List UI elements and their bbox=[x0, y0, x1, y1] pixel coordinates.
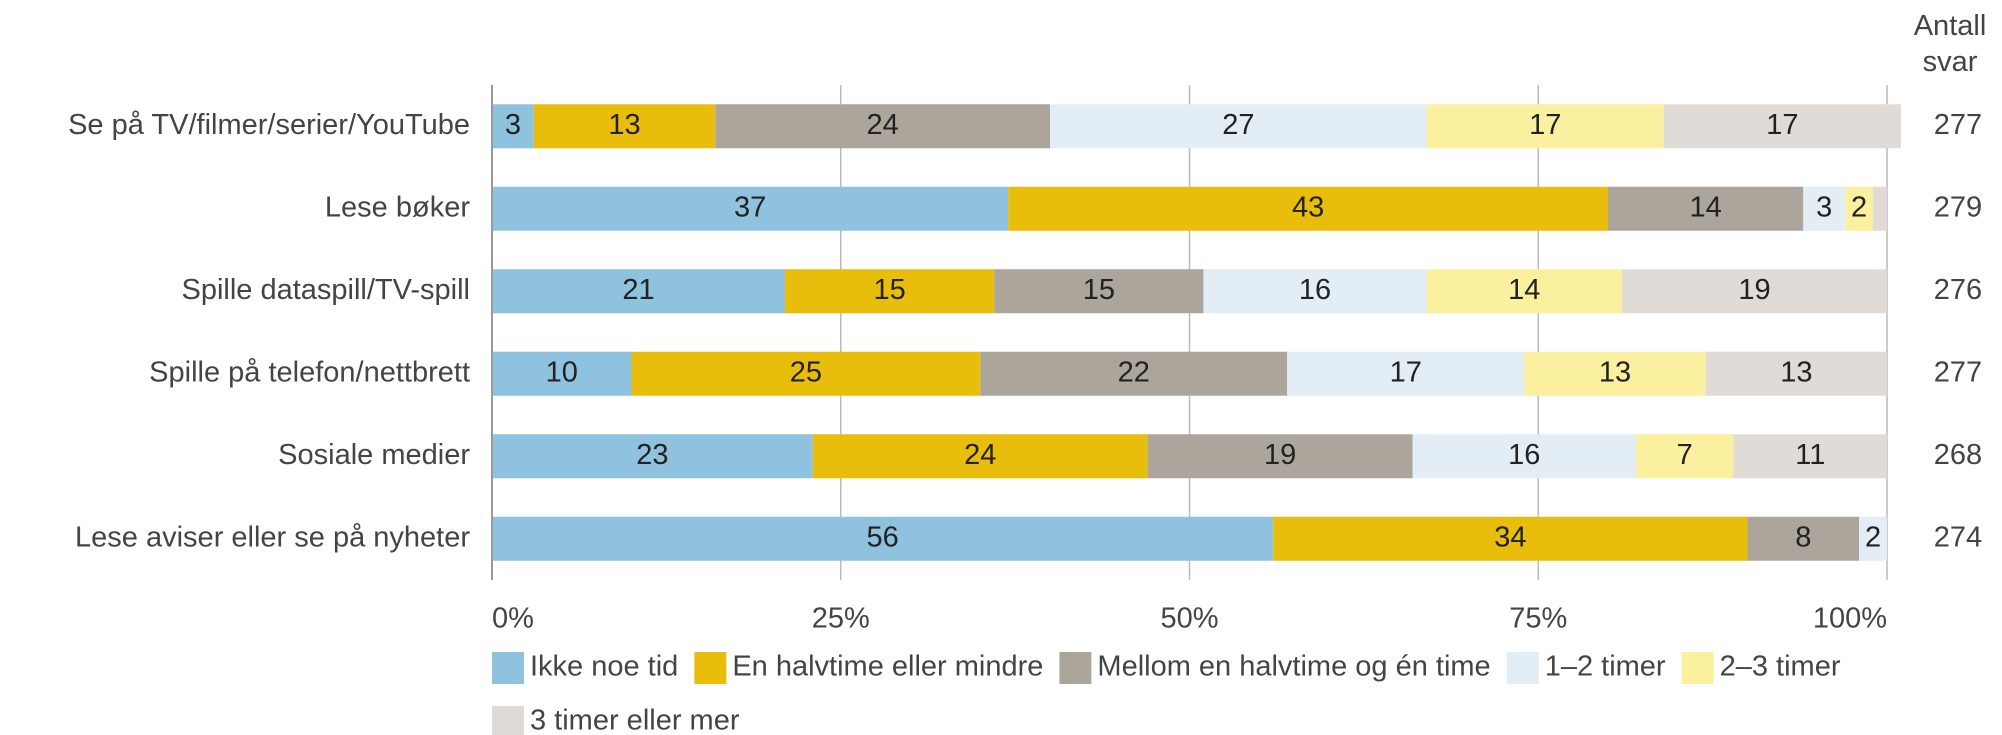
legend-label: 3 timer eller mer bbox=[530, 705, 740, 735]
data-label: 17 bbox=[1390, 356, 1422, 388]
bar-segment bbox=[715, 104, 1050, 149]
data-label: 15 bbox=[873, 274, 905, 306]
totals-title: Antall svar bbox=[1913, 10, 1987, 78]
y-tick-label: Lese bøker bbox=[325, 191, 470, 223]
bar-segment bbox=[492, 434, 813, 479]
data-label: 43 bbox=[1292, 191, 1324, 223]
bar-segment bbox=[784, 269, 995, 314]
legend-label: En halvtime eller mindre bbox=[732, 651, 1043, 683]
data-label: 37 bbox=[734, 191, 766, 223]
bar-segment bbox=[1621, 269, 1887, 314]
y-tick-label: Se på TV/filmer/serier/YouTube bbox=[68, 109, 470, 141]
bar-segment bbox=[1873, 186, 1887, 231]
legend-swatch bbox=[1506, 652, 1539, 684]
data-label: 11 bbox=[1795, 439, 1825, 471]
bar-segment bbox=[1426, 104, 1664, 149]
bar-segment bbox=[1147, 434, 1413, 479]
total-label: 274 bbox=[1934, 521, 1982, 553]
legend-swatch bbox=[694, 652, 727, 684]
total-label: 279 bbox=[1934, 191, 1982, 223]
y-tick-label: Spille på telefon/nettbrett bbox=[149, 356, 470, 388]
y-tick-label: Lese aviser eller se på nyheter bbox=[75, 521, 470, 553]
bar-segment bbox=[1273, 516, 1748, 561]
legend-label: Mellom en halvtime og én time bbox=[1097, 651, 1490, 683]
x-tick-label: 100% bbox=[1813, 603, 1887, 635]
bar-segment bbox=[1412, 434, 1636, 479]
bar-segment bbox=[1008, 186, 1608, 231]
x-tick-label: 50% bbox=[1160, 603, 1218, 635]
legend-label: 2–3 timer bbox=[1720, 651, 1841, 683]
data-label: 24 bbox=[964, 439, 996, 471]
y-tick-label: Sosiale medier bbox=[278, 439, 470, 471]
bar-segment bbox=[1803, 186, 1846, 231]
bar-segment bbox=[1705, 351, 1887, 396]
legend-swatch bbox=[492, 706, 524, 735]
bar-segment bbox=[492, 104, 534, 149]
data-label: 17 bbox=[1529, 109, 1561, 141]
bar-segment bbox=[1845, 186, 1874, 231]
data-label: 19 bbox=[1738, 274, 1770, 306]
data-label: 25 bbox=[790, 356, 822, 388]
data-label: 2 bbox=[1865, 521, 1881, 553]
bar-segment bbox=[533, 104, 716, 149]
bar-segment bbox=[492, 186, 1009, 231]
data-label: 16 bbox=[1508, 439, 1540, 471]
bar-segment bbox=[492, 516, 1274, 561]
bar-segment bbox=[1050, 104, 1427, 149]
data-label: 8 bbox=[1795, 521, 1811, 553]
data-label: 2 bbox=[1851, 191, 1867, 223]
data-label: 13 bbox=[1599, 356, 1631, 388]
bar-segment bbox=[492, 269, 785, 314]
data-label: 23 bbox=[636, 439, 668, 471]
data-label: 56 bbox=[866, 521, 898, 553]
data-label: 21 bbox=[622, 274, 654, 306]
bar-segment bbox=[1635, 434, 1734, 479]
bar-segment bbox=[1287, 351, 1525, 396]
bar-segment bbox=[1426, 269, 1622, 314]
data-label: 15 bbox=[1083, 274, 1115, 306]
total-label: 277 bbox=[1934, 109, 1982, 141]
data-label: 13 bbox=[1780, 356, 1812, 388]
data-label: 17 bbox=[1766, 109, 1798, 141]
data-label: 7 bbox=[1677, 439, 1693, 471]
data-label: 27 bbox=[1222, 109, 1254, 141]
data-label: 13 bbox=[608, 109, 640, 141]
x-tick-label: 0% bbox=[492, 603, 534, 635]
bar-segment bbox=[1733, 434, 1887, 479]
total-label: 276 bbox=[1934, 274, 1982, 306]
bar-segment bbox=[492, 351, 632, 396]
legend-label: Ikke noe tid bbox=[530, 651, 678, 683]
data-label: 3 bbox=[505, 109, 521, 141]
data-label: 19 bbox=[1264, 439, 1296, 471]
bar-segment bbox=[812, 434, 1148, 479]
data-label: 10 bbox=[546, 356, 578, 388]
legend-label: 1–2 timer bbox=[1545, 651, 1666, 683]
x-tick-label: 25% bbox=[812, 603, 870, 635]
total-label: 268 bbox=[1934, 439, 1982, 471]
bar-segment bbox=[1859, 516, 1887, 561]
legend-swatch bbox=[1681, 652, 1714, 684]
data-label: 14 bbox=[1690, 191, 1722, 223]
bar-segment bbox=[980, 351, 1288, 396]
legend-swatch bbox=[492, 652, 524, 684]
data-label: 24 bbox=[866, 109, 898, 141]
total-label: 277 bbox=[1934, 356, 1982, 388]
x-tick-label: 75% bbox=[1509, 603, 1567, 635]
legend-swatch bbox=[1059, 652, 1092, 684]
data-label: 34 bbox=[1494, 521, 1526, 553]
data-label: 16 bbox=[1299, 274, 1331, 306]
data-label: 22 bbox=[1118, 356, 1150, 388]
bar-segment bbox=[1663, 104, 1901, 149]
bar-segment bbox=[994, 269, 1204, 314]
data-label: 3 bbox=[1816, 191, 1832, 223]
bar-segment bbox=[1608, 186, 1804, 231]
bar-segment bbox=[1747, 516, 1860, 561]
bar-segment bbox=[1203, 269, 1427, 314]
bar-segment bbox=[631, 351, 981, 396]
y-tick-label: Spille dataspill/TV-spill bbox=[181, 274, 470, 306]
data-label: 14 bbox=[1508, 274, 1540, 306]
bar-segment bbox=[1524, 351, 1706, 396]
